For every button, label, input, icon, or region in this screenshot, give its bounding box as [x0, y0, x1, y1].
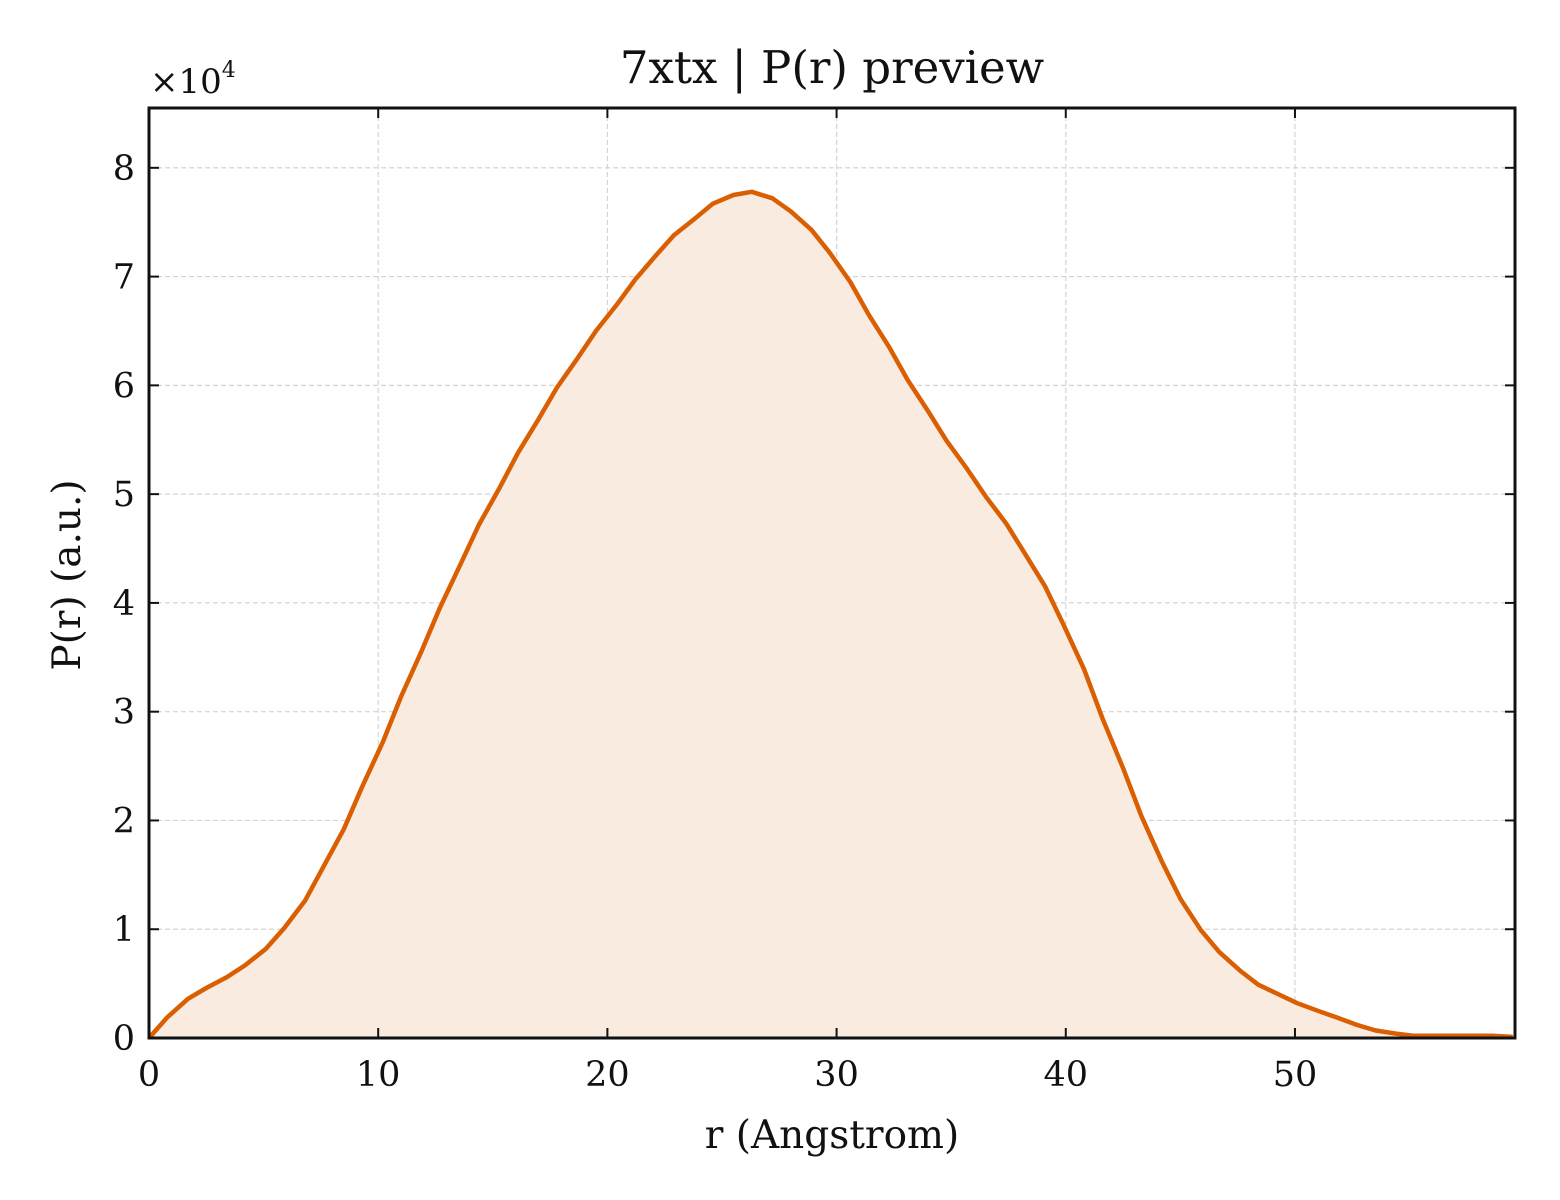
- y-tick-label: 0: [113, 1019, 135, 1059]
- x-tick-label: 10: [356, 1055, 401, 1095]
- y-tick-label: 8: [113, 149, 135, 189]
- x-tick-label: 50: [1273, 1055, 1318, 1095]
- x-tick-label: 40: [1044, 1055, 1089, 1095]
- y-offset-label: ×104: [150, 58, 236, 102]
- y-tick-label: 1: [113, 910, 135, 950]
- chart-title: 7xtx | P(r) preview: [620, 41, 1044, 94]
- y-tick-label: 6: [113, 366, 135, 406]
- x-tick-label: 30: [814, 1055, 859, 1095]
- area-fill: [149, 191, 1513, 1039]
- x-axis-label: r (Angstrom): [705, 1113, 960, 1158]
- plot-frame: [147, 106, 1517, 1040]
- y-axis-label: P(r) (a.u.): [45, 479, 90, 670]
- y-tick-label: 5: [113, 475, 135, 515]
- series-line: [147, 189, 1513, 1040]
- tick-labels: 0 10 20 30 40 50 0 1 2 3 4 5 6 7 8: [113, 149, 1318, 1095]
- y-tick-label: 3: [113, 693, 135, 733]
- y-tick-label: 2: [113, 801, 135, 841]
- x-tick-label: 0: [138, 1055, 160, 1095]
- y-tick-label: 4: [113, 584, 135, 624]
- y-offset-base: ×10: [150, 62, 222, 102]
- y-tick-label: 7: [113, 258, 135, 298]
- x-tick-label: 20: [585, 1055, 630, 1095]
- y-offset-exponent: 4: [222, 58, 236, 83]
